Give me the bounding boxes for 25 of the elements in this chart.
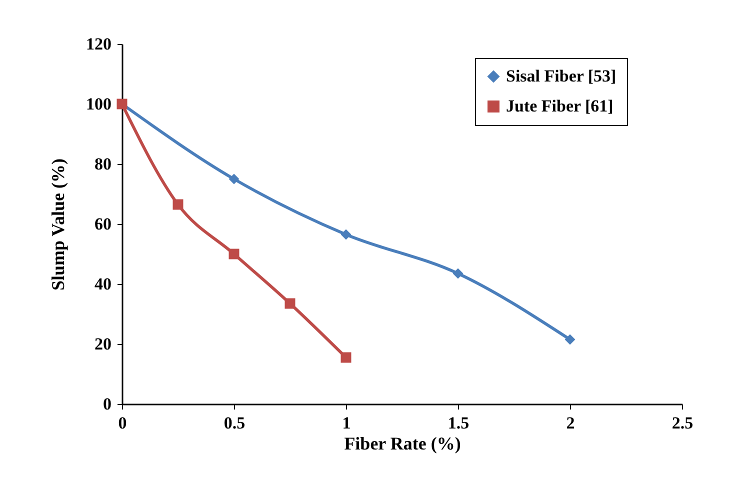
point [284, 298, 296, 309]
point [452, 268, 464, 279]
x-axis-title: Fiber Rate (%) [344, 434, 461, 454]
y-axis-title: Slump Value (%) [48, 158, 68, 291]
x-tick-label: 1.5 [448, 414, 470, 432]
x-tick-label: 2.5 [672, 414, 694, 432]
y-tick-label: 20 [94, 334, 112, 354]
y-tick-label: 80 [94, 154, 112, 174]
legend-label: Jute Fiber [61] [506, 96, 614, 116]
x-tick-label: 2 [566, 414, 575, 432]
point [228, 174, 240, 184]
y-tick-label: 0 [103, 394, 112, 414]
x-tick-label: 0.5 [224, 414, 246, 432]
point [228, 248, 240, 260]
point [340, 229, 352, 240]
y-tick-label: 100 [86, 94, 112, 114]
y-tick-label: 120 [86, 34, 112, 54]
point [564, 334, 576, 345]
x-tick-label: 0 [118, 414, 127, 432]
point [172, 199, 184, 210]
x-tick-label: 1 [342, 414, 351, 432]
legend-label: Sisal Fiber [53] [506, 66, 616, 86]
point [340, 352, 352, 363]
y-tick-label: 60 [94, 214, 112, 234]
y-tick-label: 40 [94, 274, 112, 294]
